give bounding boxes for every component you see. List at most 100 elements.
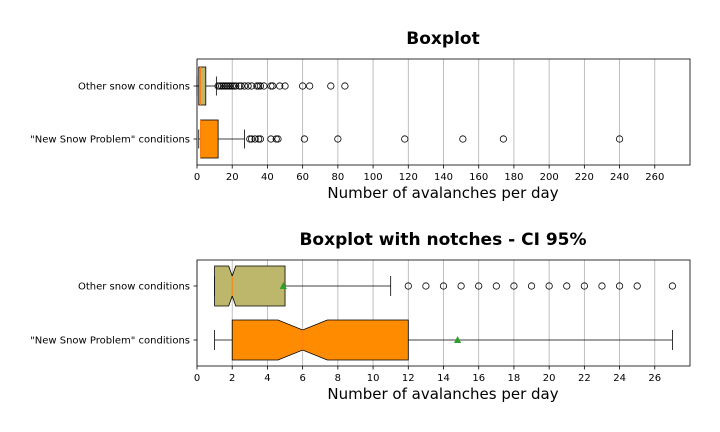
x-tick-label: 200 (540, 172, 559, 183)
outlier-point (272, 135, 280, 143)
outlier-point (240, 82, 249, 90)
outlier-point (276, 82, 284, 90)
outlier-point (267, 82, 275, 90)
outlier-point (226, 82, 235, 90)
x-tick-label: 60 (296, 172, 309, 183)
x-tick-label: 180 (504, 172, 523, 183)
boxes (196, 66, 624, 159)
outlier-point (499, 135, 507, 143)
outlier-point (327, 82, 335, 90)
outlier-point (459, 135, 467, 143)
x-tick-label: 8 (335, 373, 341, 384)
y-ticks: Other snow conditions "New Snow Problem" … (30, 282, 197, 347)
outlier-point (306, 82, 314, 90)
outlier-point (492, 282, 500, 290)
x-axis-label: Number of avalanches per day (327, 184, 558, 202)
y-tick-label: Other snow conditions (78, 282, 190, 293)
x-ticks: 0 2 4 6 8 10 12 14 16 18 20 22 24 26 (194, 366, 661, 384)
outlier-point (281, 82, 289, 90)
notched-boxplot-panel: Boxplot with notches - CI 95% 0 2 4 6 8 10 12 1… (30, 230, 691, 403)
outlier-point (260, 82, 268, 90)
outlier-point (527, 282, 536, 290)
outlier-point (615, 135, 624, 143)
x-tick-label: 240 (610, 172, 629, 183)
outlier-point (244, 82, 252, 90)
outlier-point (475, 282, 483, 290)
outlier-point (235, 82, 243, 90)
outlier-point (422, 282, 430, 290)
chart-title: Boxplot with notches - CI 95% (299, 230, 586, 250)
x-tick-label: 40 (261, 172, 274, 183)
y-tick-label: "New Snow Problem" conditions (30, 135, 190, 146)
outlier-point (219, 82, 228, 90)
outlier-point (246, 135, 254, 143)
x-tick-label: 16 (472, 373, 485, 384)
outlier-point (256, 82, 264, 90)
x-tick-label: 220 (575, 172, 594, 183)
x-tick-label: 10 (367, 373, 380, 384)
x-tick-label: 6 (299, 373, 305, 384)
outlier-point (218, 82, 226, 90)
box (198, 66, 207, 106)
outlier-point (253, 82, 261, 90)
x-tick-label: 24 (613, 373, 626, 384)
x-tick-label: 26 (648, 373, 661, 384)
outlier-point (267, 135, 275, 143)
x-ticks: 0 20 40 60 80 100 120 140 160 180 200 220 240 260 (194, 165, 664, 183)
box (214, 265, 286, 307)
x-tick-label: 160 (469, 172, 488, 183)
outlier-point (269, 82, 277, 90)
outlier-point (256, 135, 264, 143)
mean-marker (453, 336, 462, 343)
outlier-point (255, 135, 263, 143)
outlier-point (247, 135, 256, 143)
x-tick-label: 2 (229, 373, 235, 384)
outlier-point (598, 282, 606, 290)
x-tick-label: 100 (364, 172, 383, 183)
x-axis-label: Number of avalanches per day (327, 385, 558, 403)
grid-lines (196, 59, 656, 165)
outlier-point (439, 282, 448, 290)
outlier-point (223, 82, 231, 90)
outlier-point (214, 82, 222, 90)
outlier-point (225, 82, 233, 90)
outlier-point (457, 282, 465, 290)
box (231, 319, 409, 361)
outlier-point (232, 82, 240, 90)
outlier-point (247, 82, 256, 90)
outlier-point (633, 282, 641, 290)
outlier-point (401, 135, 409, 143)
y-ticks: Other snow conditions "New Snow Problem" … (30, 82, 197, 146)
boxes (214, 265, 676, 361)
outlier-point (510, 282, 518, 290)
outlier-point (563, 282, 571, 290)
chart-title: Boxplot (406, 29, 479, 49)
outlier-point (228, 82, 236, 90)
x-tick-label: 12 (402, 373, 415, 384)
x-tick-label: 140 (434, 172, 453, 183)
outlier-point (580, 282, 588, 290)
x-tick-label: 20 (543, 373, 556, 384)
mean-marker (279, 282, 287, 289)
outlier-point (299, 82, 307, 90)
x-tick-label: 260 (645, 172, 664, 183)
x-tick-label: 20 (226, 172, 239, 183)
outlier-point (274, 135, 282, 143)
x-tick-label: 0 (194, 172, 200, 183)
x-tick-label: 22 (578, 373, 591, 384)
outlier-point (334, 135, 342, 143)
outlier-point (251, 135, 259, 143)
outlier-point (255, 82, 263, 90)
x-tick-label: 0 (194, 373, 200, 384)
y-tick-label: "New Snow Problem" conditions (30, 336, 190, 347)
outlier-point (221, 82, 229, 90)
plot-frame (196, 259, 691, 367)
outlier-point (404, 282, 412, 290)
boxplot-panel: Boxplot 0 20 40 60 80 100 120 140 160 180 200 220 24… (30, 29, 691, 202)
outlier-point (230, 82, 238, 90)
outlier-point (300, 135, 309, 143)
x-tick-label: 18 (508, 373, 521, 384)
x-tick-label: 80 (331, 172, 344, 183)
outlier-point (216, 82, 224, 90)
